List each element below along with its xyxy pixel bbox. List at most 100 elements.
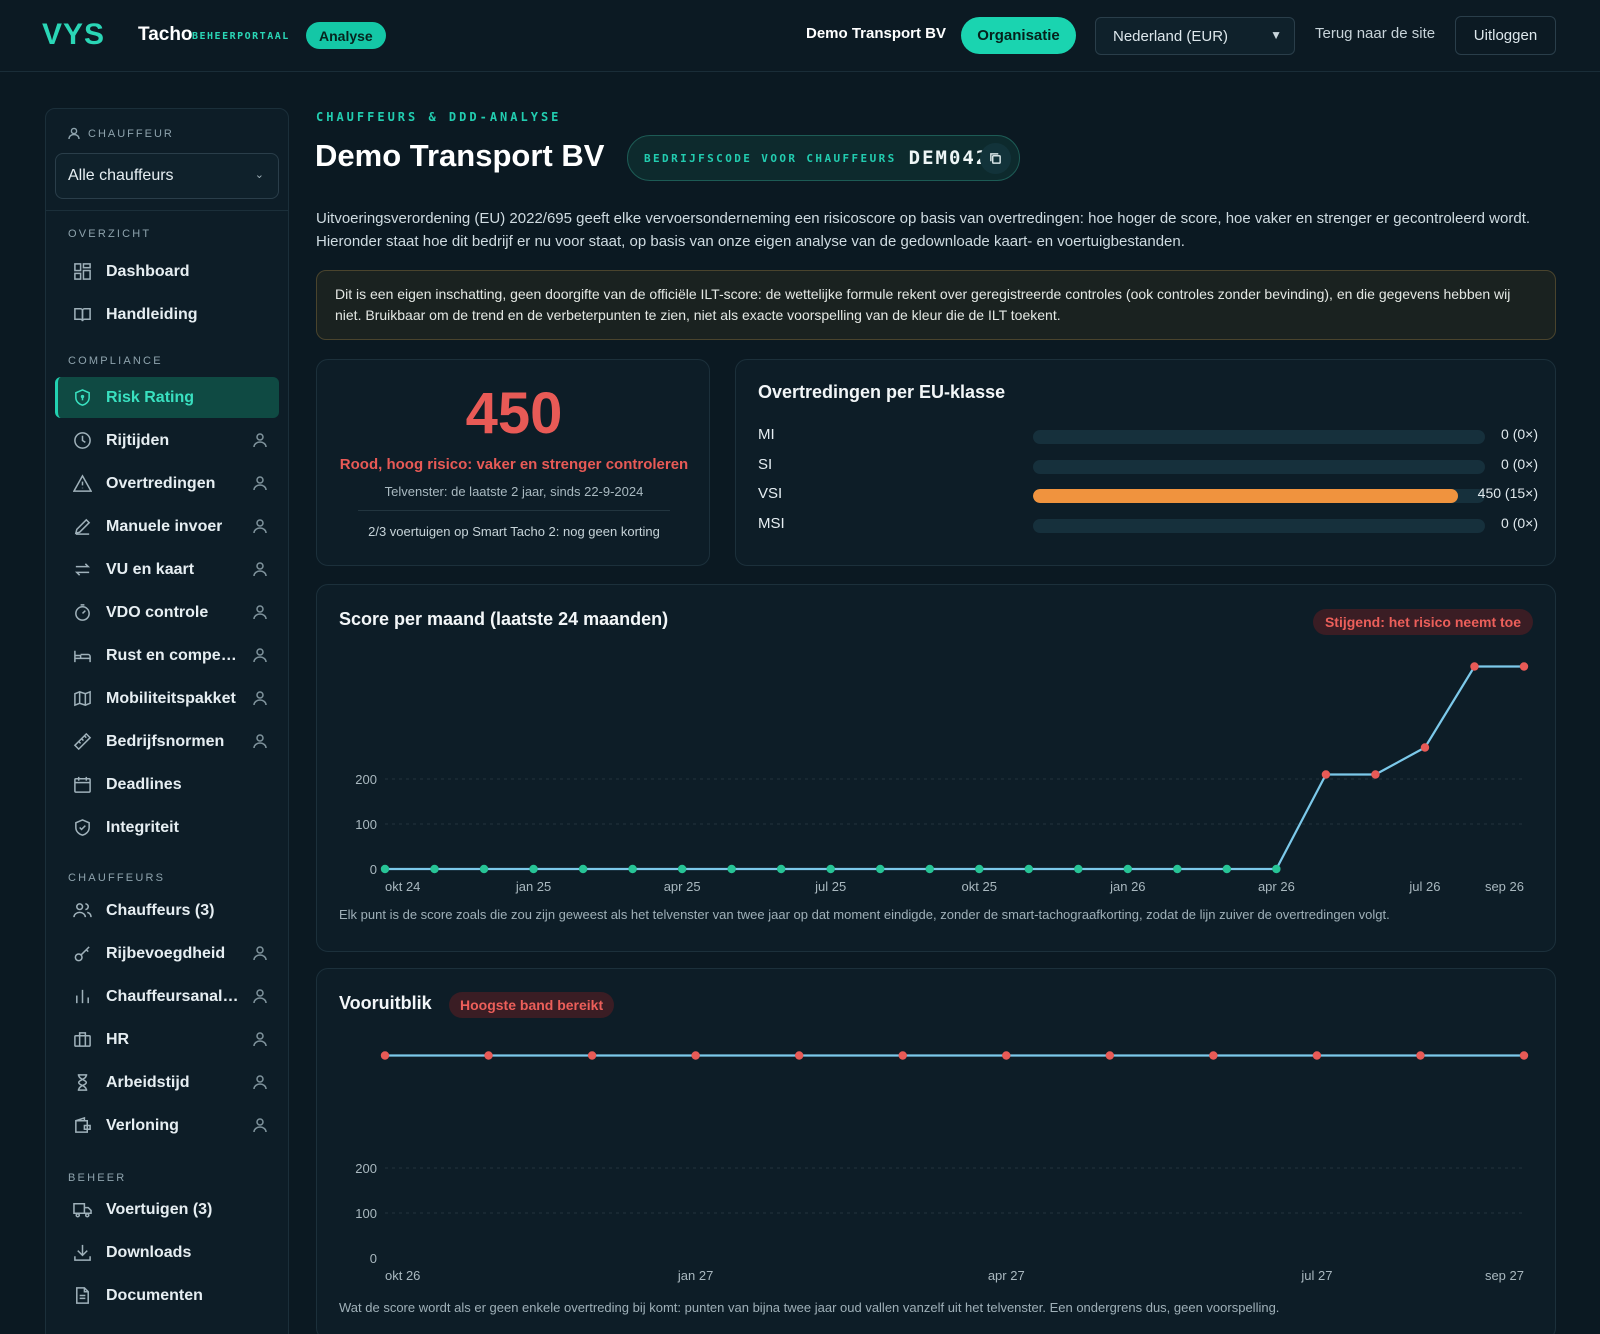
monthly-score-chart-card: Score per maand (laatste 24 maanden) Sti… bbox=[316, 584, 1556, 952]
warning-icon bbox=[70, 474, 94, 494]
wallet-icon bbox=[70, 1116, 94, 1136]
section-chauffeurs: CHAUFFEURS bbox=[68, 872, 166, 884]
logo-mark: VYS bbox=[42, 18, 106, 51]
grid-icon bbox=[70, 262, 94, 282]
sidebar-item-label: VU en kaart bbox=[106, 560, 195, 578]
stopwatch-icon bbox=[70, 603, 94, 623]
sidebar-item-label: Rust en compensatie bbox=[106, 646, 241, 664]
series-line bbox=[385, 665, 1524, 871]
users-icon bbox=[70, 901, 94, 921]
sidebar-item-chauffeurs[interactable]: Chauffeurs (3) bbox=[55, 890, 279, 931]
sidebar-item-deadlines[interactable]: Deadlines bbox=[55, 764, 279, 805]
class-name: MI bbox=[758, 426, 775, 443]
briefcase-icon bbox=[70, 1030, 94, 1050]
sidebar-item-manuele-invoer[interactable]: Manuele invoer bbox=[55, 506, 279, 547]
sidebar-item-rust-en-compensatie[interactable]: Rust en compensatie bbox=[55, 635, 279, 676]
sidebar-item-chauffeursanalyse[interactable]: Chauffeursanalyse bbox=[55, 976, 279, 1017]
data-point bbox=[691, 1051, 700, 1060]
class-bar-fill bbox=[1033, 489, 1458, 503]
logout-button[interactable]: Uitloggen bbox=[1455, 16, 1556, 55]
ruler-icon bbox=[70, 732, 94, 752]
country-select[interactable]: Nederland (EUR) ▼ bbox=[1095, 17, 1295, 55]
sidebar-item-overtredingen[interactable]: Overtredingen bbox=[55, 463, 279, 504]
data-point bbox=[826, 864, 835, 874]
sidebar-item-label: Dashboard bbox=[106, 262, 190, 280]
section-overzicht: OVERZICHT bbox=[68, 228, 152, 240]
truck-icon bbox=[70, 1200, 94, 1220]
logo[interactable]: VYS Tacho BEHEERPORTAAL bbox=[42, 18, 288, 52]
document-icon bbox=[70, 1286, 94, 1306]
sidebar: CHAUFFEUR Alle chauffeurs ⌄ OVERZICHT CO… bbox=[45, 108, 289, 1334]
person-icon bbox=[253, 432, 267, 453]
section-compliance: COMPLIANCE bbox=[68, 355, 163, 367]
chevron-down-icon: ▼ bbox=[1270, 28, 1282, 42]
person-icon bbox=[253, 733, 267, 754]
sidebar-item-label: Rijbevoegdheid bbox=[106, 944, 226, 962]
data-point bbox=[727, 864, 736, 874]
sidebar-item-label: Arbeidstijd bbox=[106, 1073, 190, 1091]
sidebar-item-rijbevoegdheid[interactable]: Rijbevoegdheid bbox=[55, 933, 279, 974]
data-point bbox=[1416, 1051, 1425, 1060]
data-point bbox=[1123, 864, 1133, 874]
sidebar-item-label: VDO controle bbox=[106, 603, 209, 621]
sidebar-item-bedrijfsnormen[interactable]: Bedrijfsnormen bbox=[55, 721, 279, 762]
data-point bbox=[1024, 864, 1033, 874]
person-icon bbox=[253, 604, 267, 625]
person-icon bbox=[253, 1117, 267, 1138]
sidebar-item-downloads[interactable]: Downloads bbox=[55, 1232, 279, 1273]
class-bar-track bbox=[1033, 519, 1485, 533]
person-icon bbox=[253, 647, 267, 668]
class-value: 450 (15×) bbox=[1477, 485, 1538, 501]
x-tick-label: jan 26 bbox=[1109, 879, 1145, 894]
sidebar-item-mobiliteitspakket[interactable]: Mobiliteitspakket bbox=[55, 678, 279, 719]
sidebar-item-vdo-controle[interactable]: VDO controle bbox=[55, 592, 279, 633]
trend-badge: Stijgend: het risico neemt toe bbox=[1312, 609, 1533, 635]
data-point bbox=[380, 1051, 390, 1060]
data-point bbox=[1222, 864, 1232, 874]
chauffeur-select-value: Alle chauffeurs bbox=[68, 167, 174, 184]
organisation-button[interactable]: Organisatie bbox=[961, 17, 1076, 54]
copy-icon[interactable] bbox=[980, 143, 1011, 174]
sidebar-item-integriteit[interactable]: Integriteit bbox=[55, 807, 279, 848]
chauffeur-select[interactable]: Alle chauffeurs ⌄ bbox=[55, 153, 279, 199]
class-bar-track bbox=[1033, 430, 1485, 444]
x-tick-label: sep 27 bbox=[1485, 1268, 1524, 1283]
x-tick-label: jul 27 bbox=[1300, 1268, 1332, 1283]
intro-text: Uitvoeringsverordening (EU) 2022/695 gee… bbox=[316, 210, 1531, 250]
sidebar-item-dashboard[interactable]: Dashboard bbox=[55, 251, 279, 292]
outlook-chart-card: Vooruitblik Hoogste band bereikt 0 100 200… bbox=[316, 968, 1556, 1334]
sidebar-item-rijtijden[interactable]: Rijtijden bbox=[55, 420, 279, 461]
band-badge: Hoogste band bereikt bbox=[449, 992, 615, 1018]
sidebar-item-vu-en-kaart[interactable]: VU en kaart bbox=[55, 549, 279, 590]
y-tick-label: 0 bbox=[370, 1251, 377, 1266]
sidebar-item-voertuigen[interactable]: Voertuigen (3) bbox=[55, 1189, 279, 1230]
person-icon bbox=[253, 690, 267, 711]
sidebar-item-documenten[interactable]: Documenten bbox=[55, 1275, 279, 1316]
data-point bbox=[677, 864, 687, 874]
sidebar-item-label: Downloads bbox=[106, 1243, 192, 1261]
sidebar-item-hr[interactable]: HR bbox=[55, 1019, 279, 1060]
sidebar-item-label: Handleiding bbox=[106, 305, 198, 323]
sidebar-item-verloning[interactable]: Verloning bbox=[55, 1105, 279, 1146]
sidebar-item-risk-rating[interactable]: Risk Rating bbox=[55, 377, 279, 418]
company-code-label: BEDRIJFSCODE VOOR CHAUFFEURS bbox=[644, 151, 897, 165]
back-to-site-link[interactable]: Terug naar de site bbox=[1315, 25, 1436, 42]
sidebar-item-arbeidstijd[interactable]: Arbeidstijd bbox=[55, 1062, 279, 1103]
chart-title: Vooruitblik bbox=[339, 993, 432, 1013]
class-bar-track bbox=[1033, 489, 1485, 503]
chart-note: Elk punt is de score zoals die zou zijn … bbox=[339, 907, 1390, 922]
class-row: MI 0 (0×) bbox=[758, 426, 1538, 446]
sidebar-item-handleiding[interactable]: Handleiding bbox=[55, 294, 279, 335]
x-tick-label: okt 24 bbox=[385, 879, 420, 894]
data-point bbox=[776, 864, 786, 874]
class-row: SI 0 (0×) bbox=[758, 456, 1538, 476]
person-icon bbox=[68, 127, 80, 140]
book-icon bbox=[70, 305, 94, 325]
x-tick-label: jan 25 bbox=[515, 879, 551, 894]
violations-per-class-card: Overtredingen per EU-klasse MI 0 (0×) SI… bbox=[735, 359, 1556, 566]
sidebar-item-label: Rijtijden bbox=[106, 431, 170, 449]
y-tick-label: 200 bbox=[355, 772, 377, 787]
data-point bbox=[628, 864, 637, 874]
data-point bbox=[1470, 662, 1479, 671]
data-point bbox=[1321, 770, 1331, 779]
